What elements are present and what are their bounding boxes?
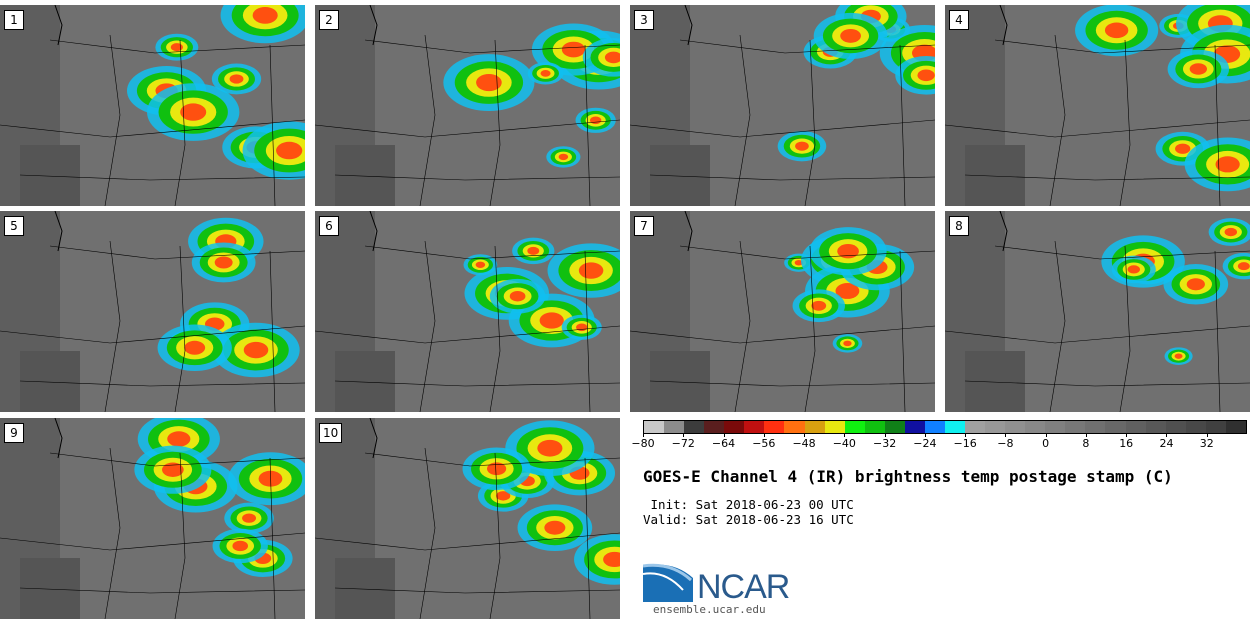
colorbar-segment: [1005, 421, 1026, 433]
stamp-label: 2: [319, 10, 339, 30]
colorbar-segment: [1185, 421, 1206, 433]
stamp-panel-7: 7: [630, 211, 935, 412]
tick-mark: [804, 434, 806, 437]
tick-label: −64: [711, 437, 736, 450]
tick-label: −16: [953, 437, 977, 450]
stamp-panel-10: 10: [315, 418, 620, 619]
colorbar-segment: [704, 421, 725, 433]
stamp-label: 9: [4, 423, 24, 443]
tick-label: −32: [872, 437, 897, 450]
colorbar-segment: [1225, 421, 1246, 433]
tick-mark: [924, 434, 926, 437]
stamp-panel-1: 1: [0, 5, 305, 206]
stamp-label: 1: [4, 10, 24, 30]
colorbar-segment: [904, 421, 925, 433]
tick-mark: [965, 434, 967, 437]
colorbar-segment: [804, 421, 825, 433]
figure-title: GOES-E Channel 4 (IR) brightness temp po…: [643, 467, 1173, 486]
tick-label: −24: [913, 437, 937, 450]
colorbar-segment: [944, 421, 965, 433]
colorbar-segment: [824, 421, 845, 433]
stamp-label: 5: [4, 216, 24, 236]
colorbar-segment: [684, 421, 705, 433]
tick-mark: [1045, 434, 1047, 437]
tick-label: −8: [997, 437, 1014, 450]
tick-mark: [1166, 434, 1168, 437]
colorbar-segment: [884, 421, 905, 433]
colorbar-segment: [1045, 421, 1066, 433]
tick-mark: [884, 434, 886, 437]
stamp-panel-6: 6: [315, 211, 620, 412]
colorbar-segment: [744, 421, 765, 433]
temperature-colorbar: [643, 420, 1247, 434]
stamp-panel-2: 2: [315, 5, 620, 206]
colorbar-segment: [1025, 421, 1046, 433]
colorbar-segment: [664, 421, 685, 433]
colorbar-segment: [1125, 421, 1146, 433]
stamp-label: 7: [634, 216, 654, 236]
tick-label: 24: [1159, 437, 1174, 450]
tick-mark: [844, 434, 846, 437]
tick-label: 0: [1042, 437, 1050, 450]
colorbar-segment: [985, 421, 1006, 433]
colorbar-segment: [864, 421, 885, 433]
stamp-label: 6: [319, 216, 339, 236]
tick-label: −40: [832, 437, 856, 450]
colorbar-segment: [724, 421, 745, 433]
tick-mark: [723, 434, 725, 437]
colorbar-segment: [1105, 421, 1126, 433]
tick-label: −48: [792, 437, 816, 450]
colorbar-segment: [784, 421, 805, 433]
valid-time: Valid: Sat 2018-06-23 16 UTC: [643, 512, 854, 527]
tick-label: 16: [1119, 437, 1134, 450]
stamp-panel-5: 5: [0, 211, 305, 412]
colorbar-segment: [1085, 421, 1106, 433]
tick-mark: [763, 434, 765, 437]
tick-mark: [1126, 434, 1128, 437]
tick-label: 32: [1199, 437, 1214, 450]
tick-mark: [1206, 434, 1208, 437]
stamp-label: 4: [949, 10, 969, 30]
stamp-panel-9: 9: [0, 418, 305, 619]
colorbar-segment: [644, 421, 665, 433]
stamp-label: 3: [634, 10, 654, 30]
stamp-panel-4: 4: [945, 5, 1250, 206]
ensemble-url[interactable]: ensemble.ucar.edu: [653, 603, 766, 616]
colorbar-segment: [1065, 421, 1086, 433]
tick-mark: [1085, 434, 1087, 437]
colorbar-ticks: −80 −72 −64 −56 −48 −40 −32 −24 −16 −8 0 8 16 24 32: [631, 434, 1247, 457]
colorbar-segment: [1145, 421, 1166, 433]
tick-label: −72: [671, 437, 695, 450]
tick-mark: [1005, 434, 1007, 437]
tick-label: −80: [631, 437, 655, 450]
ncar-logo-icon: [643, 563, 693, 602]
tick-label: 8: [1082, 437, 1090, 450]
tick-label: −56: [752, 437, 776, 450]
colorbar-segment: [965, 421, 986, 433]
stamp-panel-8: 8: [945, 211, 1250, 412]
stamp-label: 10: [319, 423, 343, 443]
colorbar-segment: [924, 421, 945, 433]
colorbar-segment: [1205, 421, 1226, 433]
tick-mark: [643, 434, 644, 437]
colorbar-segment: [764, 421, 785, 433]
colorbar-segment: [1165, 421, 1186, 433]
init-time: Init: Sat 2018-06-23 00 UTC: [643, 497, 854, 512]
tick-mark: [683, 434, 685, 437]
stamp-label: 8: [949, 216, 969, 236]
stamp-panel-3: 3: [630, 5, 935, 206]
ncar-logo-text: NCAR: [697, 568, 790, 606]
colorbar-segment: [844, 421, 865, 433]
